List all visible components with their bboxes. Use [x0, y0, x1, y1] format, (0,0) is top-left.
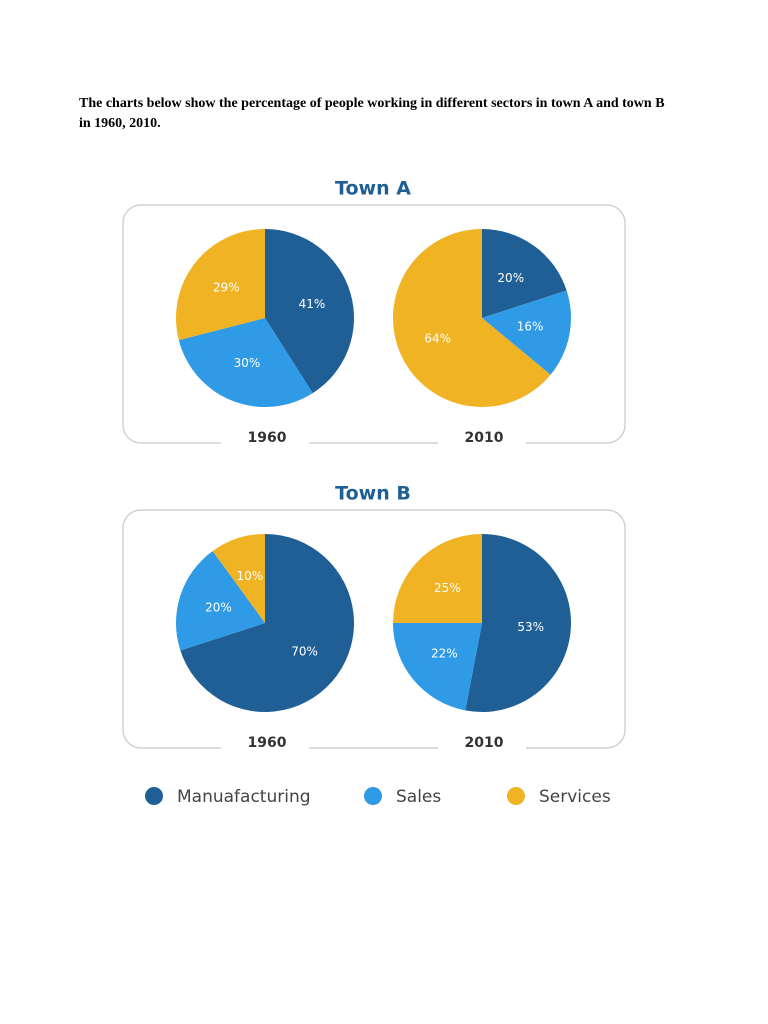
value-label: 53% [517, 620, 544, 634]
x-label: 1960 [248, 735, 287, 751]
pie-slice [465, 534, 571, 712]
legend-label: Services [539, 787, 611, 807]
label-gap [438, 738, 526, 758]
pie-slice [482, 229, 567, 318]
legend-marker [145, 787, 163, 805]
label-gap [221, 433, 309, 453]
x-label: 2010 [465, 430, 504, 446]
panel-title: Town A [335, 178, 411, 200]
pie-slice [180, 534, 354, 712]
legend-label: Sales [396, 787, 441, 807]
pie-slice [393, 623, 482, 711]
value-label: 10% [237, 569, 264, 583]
value-label: 29% [213, 280, 240, 294]
legend-marker [507, 787, 525, 805]
pie-slice [393, 229, 551, 407]
pie-slice [176, 229, 265, 341]
value-label: 20% [205, 600, 232, 614]
panel-frame [122, 204, 626, 444]
intro-text: The charts below show the percentage of … [79, 96, 665, 131]
x-label: 2010 [465, 735, 504, 751]
pie-slice [212, 534, 265, 623]
label-gap [438, 433, 526, 453]
value-label: 25% [434, 581, 461, 595]
pie-slice [482, 290, 571, 375]
value-label: 64% [424, 331, 451, 345]
pie-slice [175, 550, 265, 651]
legend-label: Manuafacturing [177, 787, 311, 807]
value-label: 20% [497, 271, 524, 285]
value-label: 70% [291, 644, 318, 658]
x-label: 1960 [248, 430, 287, 446]
value-label: 41% [299, 297, 326, 311]
label-gap [221, 738, 309, 758]
pie-slice [265, 229, 354, 394]
value-label: 22% [431, 647, 458, 661]
pie-slice [393, 534, 482, 623]
panel-title: Town B [335, 483, 411, 505]
pie-slice [178, 318, 313, 407]
legend-marker [364, 787, 382, 805]
value-label: 30% [234, 356, 261, 370]
panel-frame [122, 509, 626, 749]
value-label: 16% [517, 320, 544, 334]
